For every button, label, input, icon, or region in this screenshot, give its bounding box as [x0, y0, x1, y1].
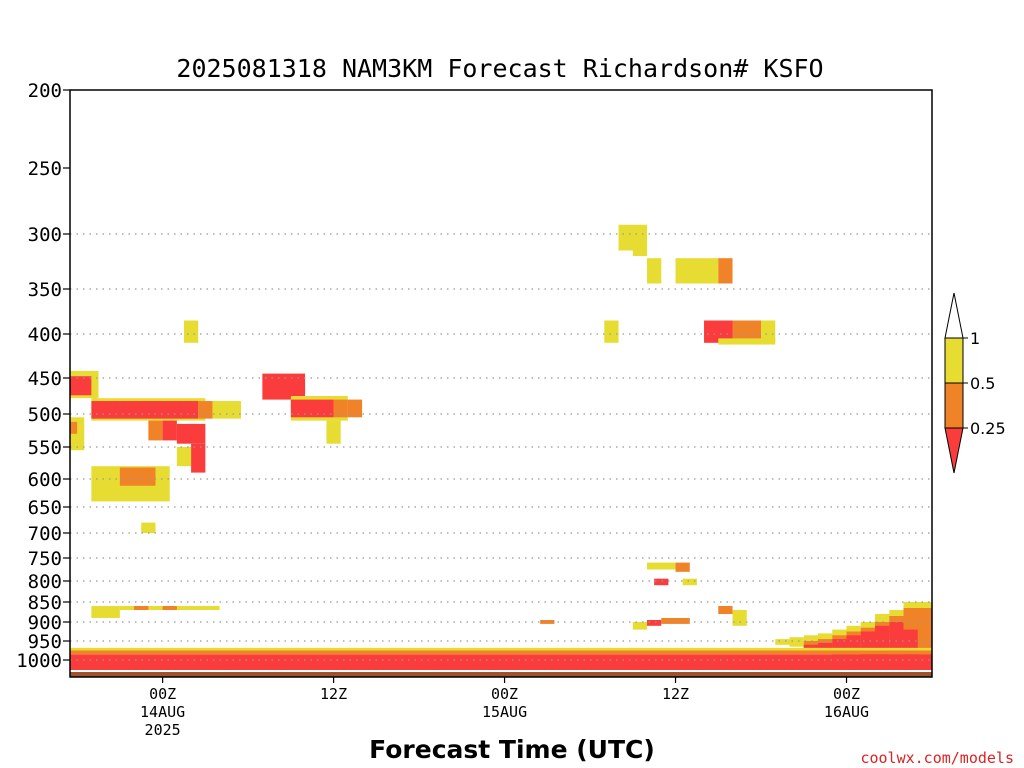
x-tick-label: 15AUG [482, 703, 527, 721]
y-tick-label: 850 [28, 592, 62, 614]
ri-cell-red [191, 443, 206, 473]
legend: 1 0.5 0.25 [944, 292, 1006, 474]
x-axis-label: Forecast Time (UTC) [369, 735, 655, 764]
ri-cell-red [654, 578, 669, 586]
ri-cell-yellow [212, 401, 241, 419]
x-tick-label: 14AUG [140, 703, 185, 721]
grid-layer [70, 233, 932, 661]
x-tick-label: 12Z [320, 685, 347, 703]
y-tick-label: 750 [28, 548, 62, 570]
ri-cell-orange [540, 620, 555, 624]
ri-cell-orange [198, 401, 213, 419]
ri-cell-yellow [176, 447, 192, 467]
ri-cell-orange [70, 421, 78, 434]
ri-cell-yellow [775, 639, 790, 645]
x-tick-label: 00Z [833, 685, 860, 703]
ri-cell-red [803, 644, 819, 651]
y-tick-label: 700 [28, 523, 62, 545]
ri-cell-yellow [183, 320, 199, 343]
y-tick-label: 800 [28, 571, 62, 593]
plot-frame [69, 89, 933, 678]
legend-label: 0.5 [970, 374, 995, 393]
y-tick-label: 900 [28, 612, 62, 634]
y-tick-label: 200 [28, 80, 62, 102]
y-axis: 200 250 300 350 400 450 500 550 600 650 700 7508008… [16, 80, 70, 672]
ri-cell-orange [148, 420, 163, 441]
ri-cell-yellow [732, 610, 747, 626]
ri-cell-yellow [632, 247, 648, 256]
ri-cell-orange [134, 606, 149, 610]
ri-cell-orange [675, 562, 690, 572]
ri-cell-yellow [761, 320, 776, 343]
ri-cell-yellow [70, 647, 932, 651]
y-tick-label: 600 [28, 469, 62, 491]
y-tick-label: 1000 [16, 650, 62, 672]
ri-cell-yellow [682, 578, 697, 586]
ri-cell-yellow [789, 637, 804, 647]
x-tick-label: 16AUG [824, 703, 869, 721]
y-tick-label: 950 [28, 631, 62, 653]
y-tick-label: 500 [28, 404, 62, 426]
ri-cell-red [162, 420, 177, 441]
ri-cell-orange [661, 618, 690, 624]
y-tick-label: 300 [28, 224, 62, 246]
legend-swatch-white [944, 292, 964, 339]
ri-cell-yellow [647, 562, 676, 570]
ri-cell-red [818, 642, 833, 653]
ri-cell-yellow [618, 224, 648, 251]
ri-cell-red [290, 399, 334, 418]
ri-cell-orange [347, 399, 363, 418]
ri-cell-red [176, 423, 206, 444]
ri-cell-yellow [675, 258, 719, 284]
x-tick-label: 12Z [662, 685, 689, 703]
ri-cell-red [704, 320, 733, 343]
ri-cell-yellow [718, 338, 776, 345]
ri-cell-red [70, 376, 92, 396]
ri-cell-yellow [91, 606, 120, 618]
x-tick-label: 00Z [491, 685, 518, 703]
ri-cell-yellow [604, 320, 619, 343]
ri-cell-yellow [326, 420, 341, 444]
ri-cell-red [70, 662, 932, 670]
credit-text[interactable]: coolwx.com/models [860, 749, 1014, 767]
y-tick-label: 400 [28, 324, 62, 346]
chart-title: 2025081318 NAM3KM Forecast Richardson# K… [176, 54, 823, 83]
ri-cell-red [889, 622, 904, 655]
ri-cell-yellow [141, 522, 156, 533]
ri-cell-ground [70, 672, 932, 677]
y-tick-label: 250 [28, 158, 62, 180]
ri-cell-yellow [647, 258, 662, 284]
legend-label: 0.25 [970, 419, 1006, 438]
y-tick-label: 350 [28, 279, 62, 301]
ri-cell-red [91, 401, 199, 419]
ri-cell-orange [162, 606, 177, 610]
ri-cell-yellow [632, 622, 648, 630]
ri-cell-orange [718, 606, 733, 614]
legend-label: 1 [970, 329, 980, 348]
legend-swatch-1 [944, 382, 964, 429]
cells-layer [70, 224, 932, 677]
ri-cell-orange [718, 258, 733, 284]
y-tick-label: 550 [28, 437, 62, 459]
ri-cell-red [647, 620, 662, 626]
legend-swatch-0 [944, 337, 964, 384]
ri-cell-orange [732, 320, 762, 343]
y-tick-label: 450 [28, 368, 62, 390]
ri-cell-red [70, 654, 932, 662]
ri-cell-orange [333, 399, 348, 418]
x-tick-label: 00Z [149, 685, 176, 703]
legend-swatch-red [944, 427, 964, 474]
x-tick-label: 2025 [145, 721, 181, 739]
ri-cell-orange [119, 467, 156, 486]
ri-cell-orange [70, 650, 932, 655]
y-tick-label: 650 [28, 497, 62, 519]
